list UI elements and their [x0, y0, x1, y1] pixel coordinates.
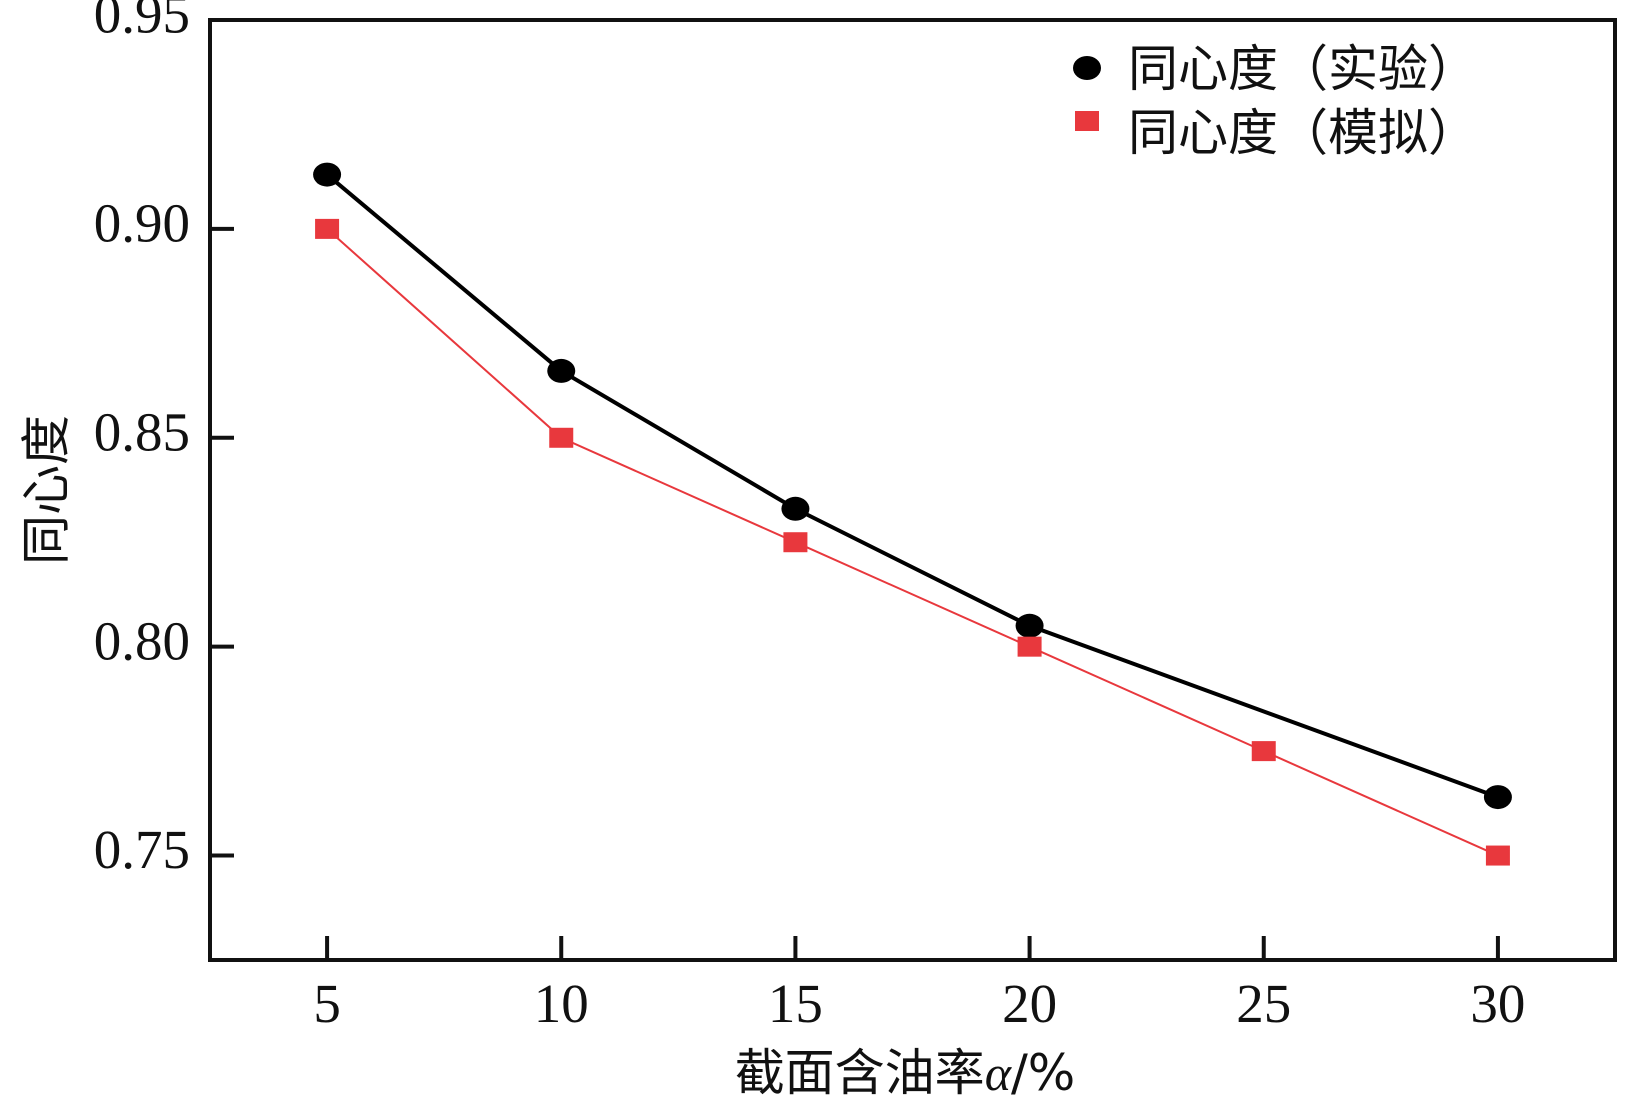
y-tick-label: 0.75	[94, 819, 190, 880]
y-tick-label: 0.90	[94, 193, 190, 254]
x-tick-label: 5	[313, 973, 341, 1034]
series-line-1	[326, 228, 1499, 857]
legend-marker-experiment	[1073, 56, 1101, 80]
legend-label-simulation: 同心度（模拟）	[1128, 104, 1478, 162]
x-axis-title-prefix: 截面含油率	[735, 1044, 985, 1100]
x-tick-label: 30	[1470, 973, 1525, 1034]
series-layer	[313, 162, 1512, 866]
plot-frame	[208, 18, 1617, 962]
x-tick-label: 25	[1236, 973, 1291, 1034]
y-axis-title: 同心度	[18, 415, 76, 565]
y-tick-label: 0.80	[94, 610, 190, 671]
y-axis-ticks: 0.75 0.80 0.85 0.90 0.95	[94, 0, 234, 880]
legend: 同心度（实验） 同心度（模拟）	[1073, 40, 1478, 162]
series-line-0	[325, 173, 1499, 799]
data-point-simulation	[1485, 845, 1510, 866]
data-point-experiment	[313, 162, 342, 187]
y-tick-label: 0.85	[94, 401, 190, 462]
data-point-simulation	[549, 427, 574, 448]
x-tick-label: 15	[768, 973, 823, 1034]
data-point-experiment	[1483, 785, 1512, 810]
x-tick-label: 10	[534, 973, 589, 1034]
data-point-simulation	[315, 218, 340, 239]
data-point-simulation	[1017, 636, 1042, 657]
data-point-simulation	[1251, 741, 1276, 762]
data-point-simulation	[783, 532, 808, 553]
legend-marker-simulation	[1075, 111, 1099, 131]
x-axis-title: 截面含油率α/%	[735, 1044, 1076, 1100]
x-axis-title-symbol: α	[985, 1045, 1013, 1100]
data-point-experiment	[547, 358, 576, 383]
y-tick-label: 0.95	[94, 0, 190, 45]
x-tick-label: 20	[1002, 973, 1057, 1034]
x-axis-ticks: 5 10 15 20 25 30	[313, 936, 1525, 1034]
legend-label-experiment: 同心度（实验）	[1128, 40, 1478, 98]
data-point-experiment	[781, 496, 810, 521]
data-point-experiment	[1015, 613, 1044, 638]
x-axis-title-suffix: /%	[1011, 1044, 1075, 1100]
